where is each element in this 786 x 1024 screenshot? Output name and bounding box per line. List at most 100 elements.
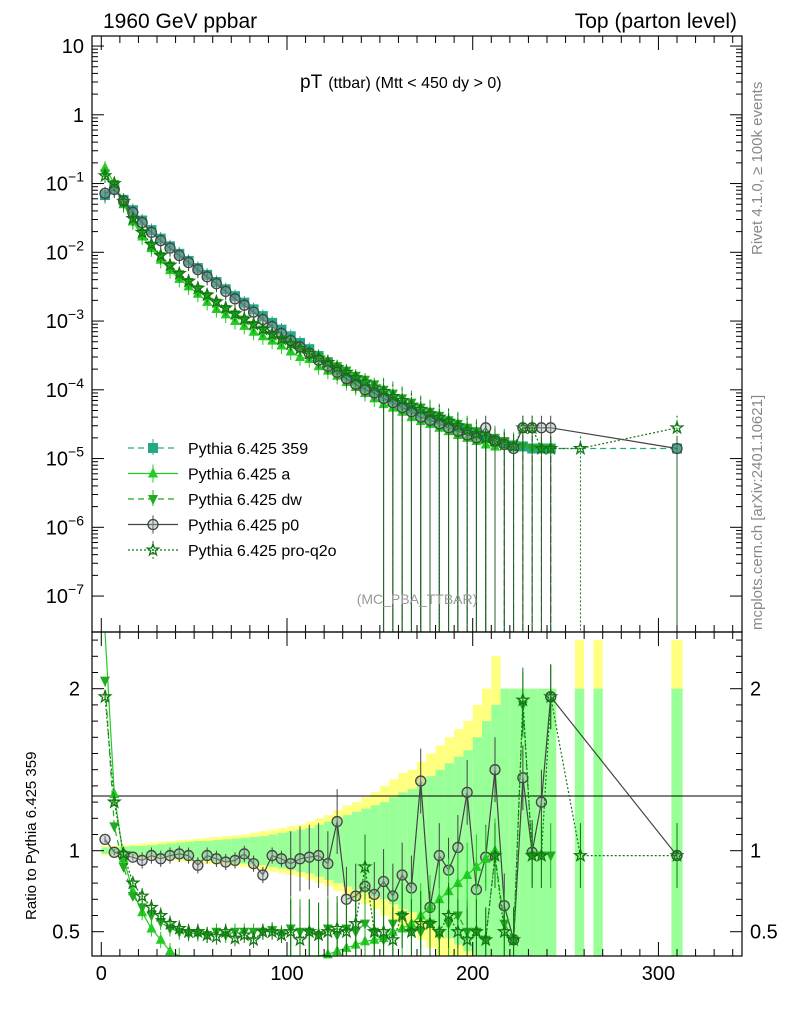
band-green: [426, 776, 436, 926]
main-y-tick-mantissa: 10: [46, 517, 68, 539]
ratio-point: [461, 786, 473, 799]
ratio-point: [245, 931, 262, 947]
ratio-point: [118, 862, 129, 873]
main-y-tick-mantissa: 10: [62, 36, 84, 58]
ratio-point: [515, 692, 531, 707]
data-point: [106, 175, 122, 191]
ratio-point: [143, 899, 160, 914]
ratio-point: [182, 849, 195, 862]
ratio-point: [462, 869, 473, 879]
band-green: [249, 836, 260, 865]
ratio-point: [292, 931, 308, 947]
ratio-point: [535, 796, 548, 808]
band-green: [574, 688, 585, 956]
ratio-point: [229, 854, 241, 867]
x-tick-label: 100: [270, 963, 303, 985]
band-green: [547, 688, 557, 956]
ratio-point: [543, 688, 559, 704]
header-right-title: Top (parton level): [575, 10, 737, 33]
ratio-point: [368, 888, 380, 901]
data-point: [366, 379, 382, 394]
ratio-point: [533, 847, 549, 862]
header-left-title: 1960 GeV ppbar: [103, 10, 257, 33]
ratio-point: [301, 923, 317, 939]
ratio-point: [153, 907, 169, 923]
main-y-tick-mantissa: 10: [46, 242, 68, 264]
main-y-tick-label: 10−5: [46, 444, 84, 471]
band-green: [454, 756, 464, 945]
main-y-tick-exponent: −2: [68, 237, 84, 253]
ratio-bands: [101, 640, 683, 956]
ratio-point: [294, 853, 306, 865]
ratio-point: [99, 833, 111, 846]
ratio-point: [312, 849, 325, 862]
data-point: [422, 405, 438, 421]
ratio-point: [266, 849, 278, 862]
ratio-point: [669, 847, 685, 862]
ratio-point: [517, 772, 529, 784]
ratio-point: [357, 858, 373, 874]
legend-marker: [147, 518, 159, 531]
main-y-tick-mantissa: 10: [46, 449, 68, 471]
band-green: [361, 808, 371, 893]
main-y-tick-mantissa: 10: [46, 586, 68, 608]
band-green: [333, 818, 343, 884]
data-point: [238, 299, 250, 311]
ratio-y-tick-label-right: 2: [750, 679, 761, 701]
ratio-point: [403, 923, 420, 939]
data-point: [394, 392, 410, 407]
data-point: [143, 236, 159, 251]
ratio-point: [236, 926, 252, 942]
data-point: [100, 161, 110, 172]
band-green: [296, 829, 306, 872]
data-point: [164, 242, 176, 254]
data-point: [115, 193, 132, 208]
ratio-point: [162, 915, 178, 931]
main-y-tick-exponent: −5: [68, 444, 84, 460]
ratio-point: [97, 688, 113, 704]
data-point: [338, 364, 354, 379]
data-point: [543, 440, 559, 456]
main-y-tick-exponent: −4: [68, 375, 84, 391]
data-point: [341, 366, 352, 377]
data-point: [431, 409, 447, 424]
main-y-tick-exponent: −7: [68, 581, 84, 597]
ratio-point: [572, 847, 588, 862]
legend-marker: [148, 443, 158, 453]
ratio-point: [283, 923, 299, 939]
band-green: [277, 832, 287, 869]
ratio-point: [220, 856, 232, 868]
ratio-point: [199, 926, 215, 942]
data-point: [229, 293, 241, 305]
ratio-point: [431, 923, 447, 939]
ratio-point: [459, 931, 475, 947]
ratio-point: [487, 847, 503, 862]
ratio-point: [311, 926, 327, 942]
band-green: [342, 815, 352, 887]
band-green: [671, 688, 683, 956]
ratio-point: [480, 852, 491, 863]
ratio-point: [422, 915, 438, 931]
ratio-point: [247, 858, 260, 870]
ratio-point: [452, 877, 463, 888]
band-green: [240, 837, 250, 864]
band-green: [379, 802, 390, 900]
ratio-point: [396, 869, 408, 881]
band-green: [444, 763, 455, 939]
data-point: [376, 383, 392, 398]
ratio-point: [165, 945, 175, 956]
ratio-y-label: Ratio to Pythia 6.425 359: [23, 752, 40, 920]
data-point: [208, 293, 224, 309]
band-green: [472, 737, 482, 956]
data-point: [245, 316, 262, 331]
ratio-point: [496, 923, 512, 939]
data-point: [403, 397, 419, 412]
band-green: [110, 847, 120, 854]
ratio-point: [127, 851, 139, 863]
band-green: [389, 797, 399, 905]
ratio-point: [303, 851, 315, 863]
data-point: [357, 374, 373, 389]
